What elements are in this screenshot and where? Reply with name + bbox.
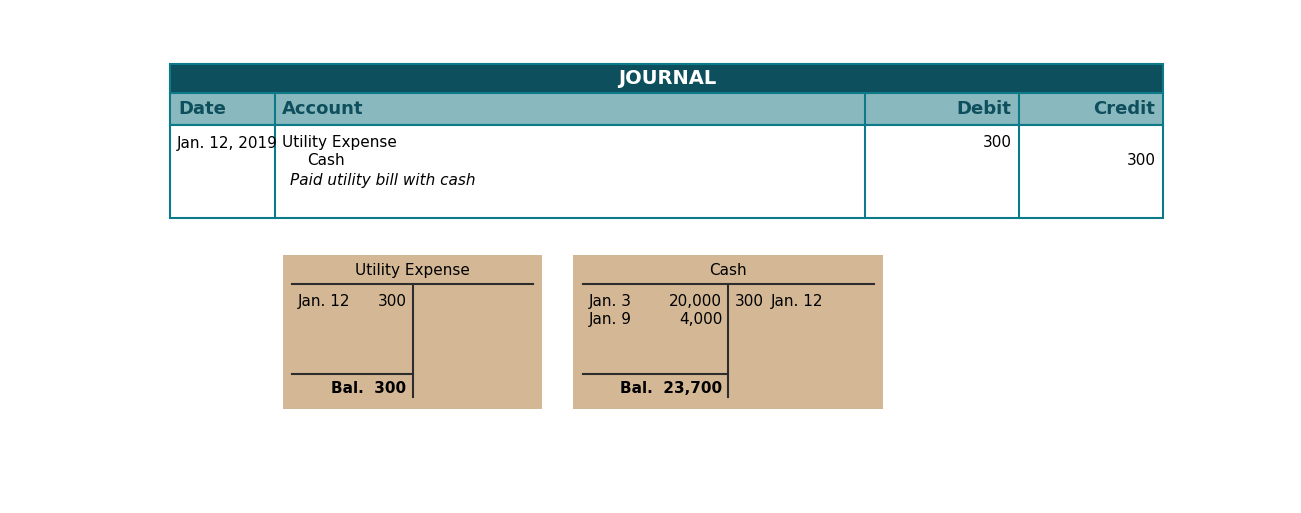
Text: Paid utility bill with cash: Paid utility bill with cash [290, 173, 476, 188]
Bar [170, 93, 1163, 126]
Text: 300: 300 [1127, 153, 1155, 168]
Text: Jan. 12, 2019: Jan. 12, 2019 [177, 136, 277, 151]
Bar [282, 255, 543, 409]
Text: 300: 300 [735, 293, 764, 308]
Text: Bal.  23,700: Bal. 23,700 [621, 381, 722, 396]
Text: Cash: Cash [307, 153, 345, 168]
Text: Bal.  300: Bal. 300 [332, 381, 406, 396]
Text: Account: Account [282, 101, 364, 119]
Text: Utility Expense: Utility Expense [282, 135, 397, 150]
Text: Jan. 12: Jan. 12 [298, 293, 351, 308]
Bar [574, 255, 883, 409]
Bar [170, 126, 1163, 218]
Text: JOURNAL: JOURNAL [618, 69, 716, 88]
Text: Cash: Cash [709, 263, 747, 278]
Text: Utility Expense: Utility Expense [355, 263, 470, 278]
Text: Jan. 3: Jan. 3 [589, 293, 632, 308]
Text: 4,000: 4,000 [679, 312, 722, 327]
Text: Credit: Credit [1094, 101, 1155, 119]
Bar [170, 64, 1163, 93]
Text: 300: 300 [982, 135, 1011, 150]
Text: Date: Date [178, 101, 226, 119]
Text: 300: 300 [377, 293, 406, 308]
Text: Jan. 12: Jan. 12 [771, 293, 824, 308]
Text: 20,000: 20,000 [669, 293, 722, 308]
Text: Jan. 9: Jan. 9 [589, 312, 632, 327]
Text: Debit: Debit [956, 101, 1011, 119]
